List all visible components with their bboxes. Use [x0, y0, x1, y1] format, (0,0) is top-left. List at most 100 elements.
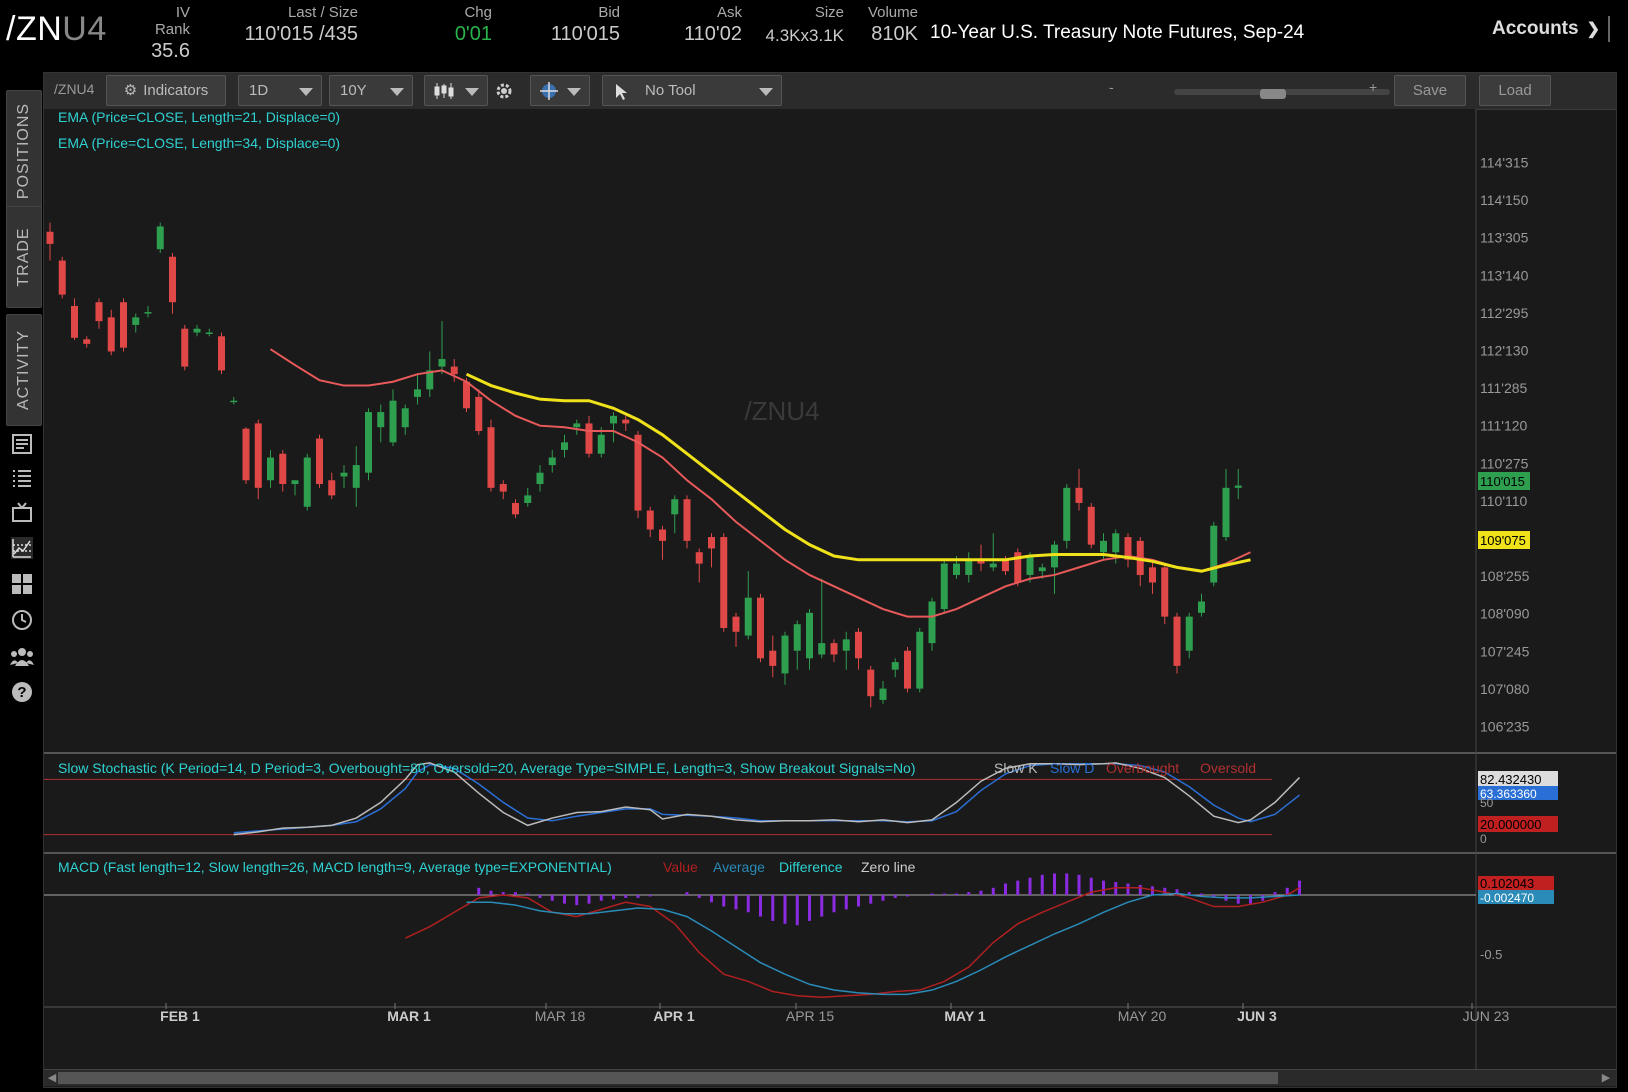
stat-volume: Volume 810K — [858, 4, 918, 46]
candle-body — [928, 601, 936, 644]
stat-label: Last / Size — [287, 4, 358, 21]
save-button[interactable]: Save — [1394, 75, 1466, 106]
news-icon[interactable] — [10, 432, 34, 456]
stat-label: Chg — [464, 4, 492, 21]
community-icon[interactable] — [10, 644, 34, 668]
candle-body — [365, 412, 372, 473]
stoch-tag-k — [1478, 771, 1558, 787]
candle-body — [1222, 487, 1230, 538]
candle-body — [622, 419, 630, 424]
stoch-tag-oversold — [1478, 816, 1558, 832]
chart-icon[interactable] — [10, 536, 34, 560]
candle-body — [891, 662, 899, 670]
stat-last-size: Last / Size 110'015 /435 — [228, 4, 358, 46]
candle-body — [107, 317, 115, 352]
scroll-left-icon[interactable]: ◀ — [47, 1072, 57, 1084]
candle-body — [1063, 487, 1071, 541]
horizontal-scrollbar[interactable]: ◀ ▶ — [44, 1069, 1616, 1086]
settings-icon[interactable] — [494, 81, 514, 101]
accounts-menu[interactable]: Accounts ❯ — [1492, 16, 1610, 42]
candle-body — [708, 537, 715, 549]
stat-change: Chg 0'01 — [440, 4, 492, 46]
left-sidebar: POSITIONS TRADE ACTIVITY ? — [0, 70, 42, 1092]
chart-type-select[interactable] — [424, 75, 488, 106]
candle-body — [414, 389, 421, 397]
scroll-thumb[interactable] — [58, 1072, 1278, 1084]
style-select[interactable] — [530, 75, 590, 106]
x-tick-label: MAY 20 — [1118, 1008, 1167, 1024]
stat-label: Volume — [867, 4, 918, 21]
zoom-out-button[interactable]: - — [1109, 79, 1114, 95]
grid-icon[interactable] — [10, 572, 34, 596]
tv-icon[interactable] — [10, 500, 34, 524]
candle-body — [904, 650, 911, 689]
indicators-button[interactable]: ⚙ Indicators — [106, 75, 226, 106]
range-value: 10Y — [340, 82, 367, 99]
scroll-right-icon[interactable]: ▶ — [1601, 1072, 1611, 1084]
y-tick-label: 112'295 — [1480, 305, 1529, 321]
stoch-tag-d — [1478, 786, 1558, 800]
load-button[interactable]: Load — [1479, 75, 1551, 106]
list-icon[interactable] — [10, 466, 34, 490]
zoom-in-button[interactable]: + — [1369, 79, 1378, 95]
stat-value: 110'015 /435 — [244, 23, 358, 45]
candle-body — [879, 688, 887, 700]
range-select[interactable]: 10Y — [329, 75, 413, 106]
y-tick-label: 111'120 — [1480, 418, 1528, 434]
slow-k-line — [233, 762, 1301, 836]
candle-body — [646, 510, 654, 530]
stoch-tag-d-label: 63.363360 — [1480, 787, 1537, 801]
candle-body — [757, 597, 764, 659]
candle-body — [401, 408, 409, 428]
gear-icon: ⚙ — [123, 82, 138, 99]
candle-body — [352, 465, 360, 488]
y-tick-label: 113'305 — [1480, 230, 1529, 246]
zoom-thumb[interactable] — [1260, 89, 1286, 99]
zoom-slider[interactable] — [1134, 87, 1390, 99]
clock-icon[interactable] — [10, 608, 34, 632]
tab-activity[interactable]: ACTIVITY — [6, 314, 42, 426]
stat-value: 0'01 — [454, 23, 492, 45]
candle-body — [1173, 616, 1181, 666]
symbol-root: /ZN — [6, 10, 63, 48]
candle-body — [1075, 487, 1083, 503]
tab-positions[interactable]: POSITIONS — [6, 90, 42, 212]
candle-body — [1002, 559, 1009, 572]
candle-body — [806, 612, 813, 659]
candle-body — [1026, 556, 1034, 575]
macd-legend-zero-line: Zero line — [861, 859, 916, 875]
interval-select[interactable]: 1D — [238, 75, 322, 106]
macd-tag-average — [1478, 890, 1554, 904]
candle-body — [181, 328, 189, 367]
indicators-label: Indicators — [143, 82, 209, 99]
candle-body — [1149, 567, 1156, 583]
chart-canvas[interactable]: 114'315 114'150 113'305 113'140 112'295 112'1… — [44, 73, 1616, 1069]
macd-tag-average-label: -0.002470 — [1480, 891, 1534, 905]
candle-body — [71, 305, 78, 338]
y-tick-label: 108'255 — [1480, 568, 1530, 584]
tab-trade[interactable]: TRADE — [6, 206, 42, 308]
macd-legend-average: Average — [713, 859, 765, 875]
candle-body — [132, 317, 140, 325]
help-icon[interactable]: ? — [10, 680, 34, 704]
stoch-axis-label: 0 — [1480, 832, 1487, 846]
ema2-label: EMA (Price=CLOSE, Length=34, Displace=0) — [58, 135, 340, 151]
chart-symbol: /ZNU4 — [54, 81, 95, 97]
candle-body — [1210, 525, 1218, 583]
candle-body — [1161, 567, 1169, 617]
candle-body — [561, 442, 568, 450]
candle-body — [328, 480, 336, 496]
candle-body — [597, 434, 605, 454]
candle-body — [475, 396, 483, 431]
last-price-tag — [1478, 472, 1530, 490]
chevron-down-icon — [390, 88, 404, 96]
candle-body — [1198, 601, 1205, 613]
drawing-tool-select[interactable]: No Tool — [602, 75, 782, 106]
x-tick-label: JUN 3 — [1237, 1008, 1277, 1024]
stoch-tag-k-label: 82.432430 — [1480, 772, 1541, 787]
y-tick-label: 108'090 — [1480, 606, 1530, 622]
y-tick-label: 106'235 — [1480, 719, 1530, 735]
symbol-suffix: U4 — [62, 10, 107, 48]
y-tick-label: 114'150 — [1480, 192, 1529, 208]
macd-legend-difference: Difference — [779, 859, 843, 875]
